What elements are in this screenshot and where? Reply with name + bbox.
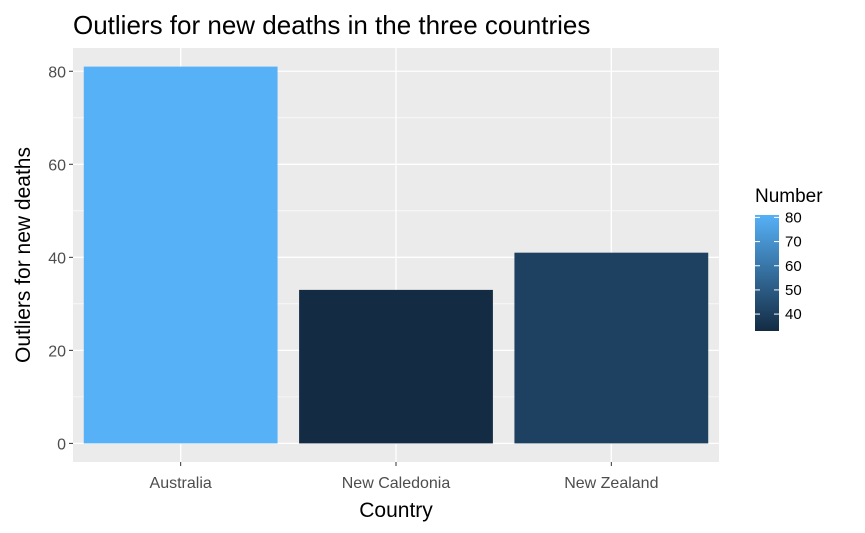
legend-tick-label: 80	[785, 209, 802, 226]
legend-tick-label: 70	[785, 234, 802, 251]
legend-ticks: 40 50 60 70 80	[755, 209, 802, 323]
x-tick-label: New Caledonia	[342, 475, 451, 492]
legend-tick-label: 50	[785, 282, 802, 299]
bar-new-zealand	[514, 252, 709, 444]
x-tick-label: New Zealand	[564, 475, 658, 492]
y-tick-label: 40	[48, 250, 66, 267]
legend-tick-label: 40	[785, 306, 802, 323]
y-axis-ticks: 0 20 40 60 80	[48, 64, 73, 453]
chart-title: Outliers for new deaths in the three cou…	[73, 10, 590, 40]
bar-australia	[83, 66, 278, 444]
y-tick-label: 60	[48, 157, 66, 174]
x-axis-ticks: Australia New Caledonia New Zealand	[150, 462, 658, 492]
bar-new-caledonia	[299, 289, 493, 444]
color-legend: Number 40 50 60 70 80	[755, 186, 823, 331]
legend-title: Number	[755, 186, 823, 207]
bars	[83, 66, 709, 444]
y-axis-title: Outliers for new deaths	[12, 147, 35, 363]
y-tick-label: 80	[48, 64, 66, 81]
x-tick-label: Australia	[150, 475, 212, 492]
y-tick-label: 0	[57, 436, 66, 453]
legend-colorbar	[755, 215, 779, 331]
y-tick-label: 20	[48, 343, 66, 360]
legend-tick-label: 60	[785, 258, 802, 275]
x-axis-title: Country	[359, 499, 433, 522]
